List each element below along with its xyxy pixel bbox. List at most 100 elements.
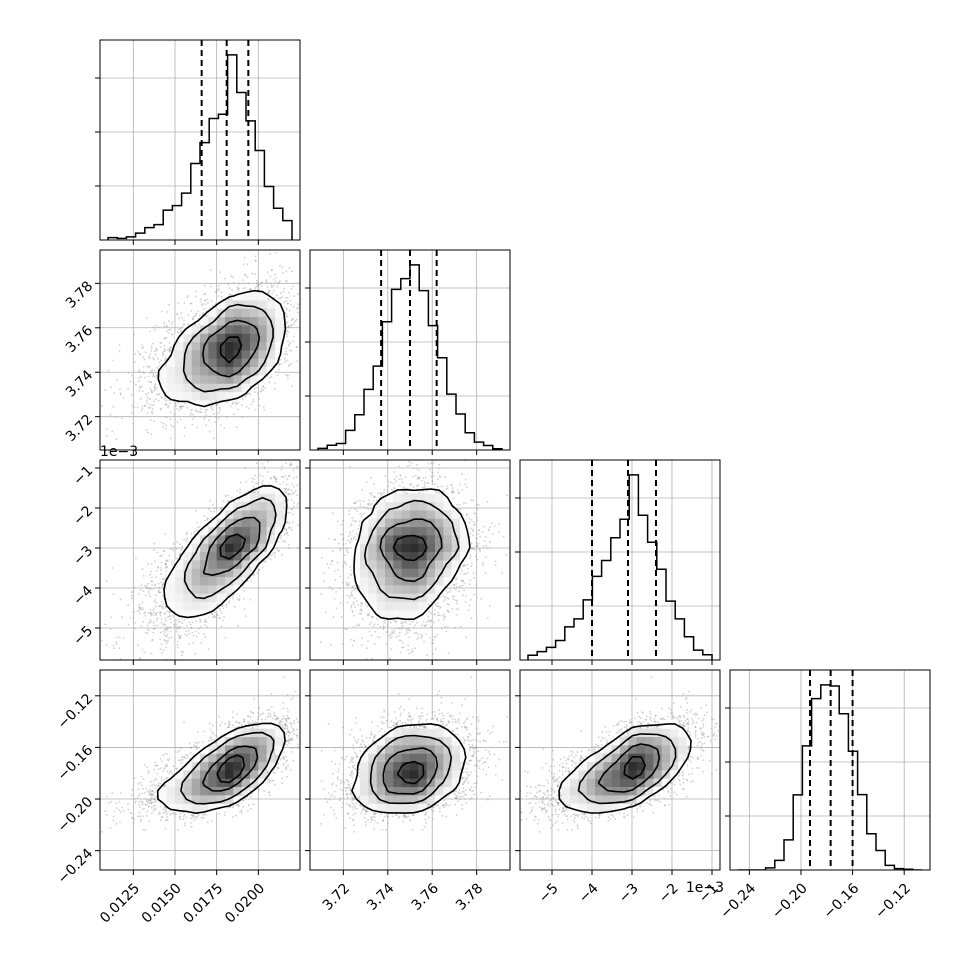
- scatter-point: [177, 331, 179, 333]
- scatter-point: [256, 282, 258, 285]
- scatter-point: [237, 287, 240, 290]
- scatter-point: [145, 317, 148, 319]
- scatter-point: [254, 255, 257, 258]
- scatter-point: [284, 360, 287, 363]
- scatter-point: [171, 320, 174, 323]
- scatter-point: [270, 284, 273, 287]
- scatter-point: [286, 315, 289, 318]
- scatter-point: [145, 393, 147, 396]
- scatter-point: [214, 415, 217, 418]
- scatter-point: [169, 349, 172, 352]
- scatter-point: [290, 319, 293, 322]
- scatter-point: [253, 391, 256, 393]
- scatter-point: [180, 331, 182, 333]
- scatter-point: [150, 391, 153, 393]
- scatter-point: [146, 365, 149, 368]
- scatter-point: [284, 312, 287, 315]
- scatter-point: [176, 313, 179, 316]
- scatter-point: [287, 331, 289, 333]
- scatter-point: [274, 273, 276, 276]
- scatter-point: [218, 406, 221, 409]
- scatter-point: [153, 386, 156, 389]
- scatter-point: [281, 266, 284, 269]
- scatter-point: [278, 281, 280, 284]
- scatter-point: [165, 424, 168, 427]
- scatter-point: [146, 402, 149, 405]
- scatter-point: [293, 335, 295, 338]
- scatter-point: [283, 287, 286, 290]
- scatter-point: [138, 370, 141, 373]
- scatter-point: [254, 409, 257, 411]
- scatter-point: [271, 269, 274, 271]
- scatter-point: [204, 411, 207, 414]
- scatter-point: [287, 340, 289, 343]
- scatter-point: [151, 405, 154, 407]
- scatter-point: [293, 321, 296, 324]
- scatter-point: [203, 418, 206, 420]
- scatter-point: [152, 358, 155, 361]
- scatter-point: [228, 298, 230, 301]
- scatter-point: [228, 293, 231, 296]
- scatter-point: [252, 398, 255, 401]
- scatter-point: [215, 291, 218, 294]
- scatter-point: [270, 269, 273, 272]
- scatter-point: [156, 393, 159, 396]
- scatter-point: [165, 324, 168, 327]
- scatter-point: [286, 335, 289, 337]
- scatter-point: [184, 426, 186, 429]
- scatter-point: [144, 376, 147, 379]
- scatter-point: [164, 336, 167, 339]
- scatter-point: [156, 375, 159, 378]
- scatter-point: [170, 424, 173, 427]
- scatter-point: [296, 360, 299, 362]
- scatter-point: [238, 282, 241, 285]
- scatter-point: [158, 361, 161, 364]
- scatter-point: [146, 395, 149, 398]
- scatter-point: [191, 418, 194, 421]
- scatter-point: [256, 386, 259, 389]
- scatter-point: [274, 382, 276, 384]
- scatter-point: [289, 349, 291, 352]
- scatter-point: [258, 397, 261, 400]
- scatter-point: [214, 421, 217, 423]
- scatter-point: [272, 284, 275, 287]
- scatter-point: [166, 311, 169, 313]
- scatter-point: [169, 347, 172, 349]
- scatter-point: [132, 381, 135, 384]
- scatter-point: [177, 401, 180, 404]
- scatter-point: [274, 280, 277, 283]
- scatter-point: [161, 310, 163, 313]
- scatter-point: [140, 385, 143, 388]
- scatter-point: [149, 330, 152, 333]
- scatter-point: [147, 398, 150, 400]
- scatter-point: [241, 398, 244, 400]
- scatter-point: [179, 407, 182, 410]
- scatter-point: [158, 364, 161, 367]
- scatter-point: [272, 279, 275, 281]
- scatter-point: [156, 367, 159, 369]
- scatter-panel-2-1: 3.723.743.763.78: [63, 249, 301, 455]
- scatter-point: [201, 304, 203, 307]
- scatter-point: [165, 428, 167, 430]
- scatter-point: [248, 392, 250, 395]
- scatter-point: [206, 298, 209, 301]
- scatter-point: [147, 431, 150, 434]
- scatter-point: [191, 423, 194, 426]
- scatter-point: [137, 371, 140, 373]
- scatter-point: [243, 256, 246, 259]
- scatter-point: [196, 426, 199, 429]
- scatter-point: [237, 401, 240, 404]
- scatter-point: [291, 285, 294, 288]
- scatter-point: [165, 337, 167, 339]
- scatter-point: [149, 353, 152, 356]
- scatter-point: [286, 302, 289, 305]
- scatter-point: [282, 271, 284, 274]
- scatter-point: [141, 344, 143, 346]
- scatter-point: [165, 357, 168, 360]
- scatter-point: [238, 289, 240, 291]
- scatter-point: [199, 300, 202, 303]
- scatter-point: [157, 393, 160, 396]
- scatter-point: [157, 399, 160, 402]
- scatter-point: [231, 402, 234, 405]
- scatter-point: [235, 403, 238, 406]
